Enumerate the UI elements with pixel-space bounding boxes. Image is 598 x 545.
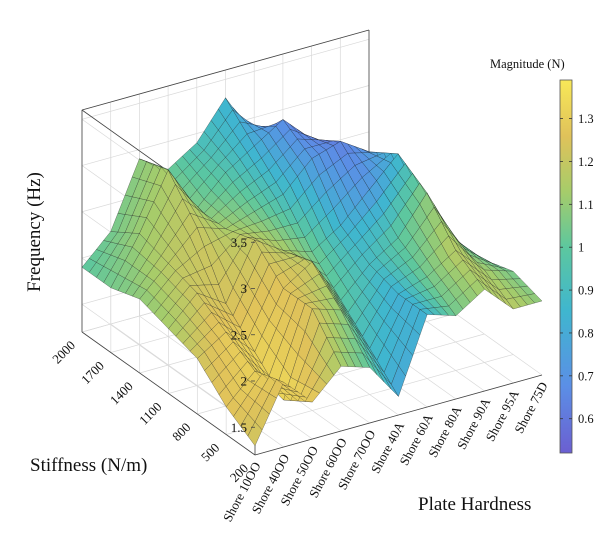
y-tick-label: 1100	[136, 399, 165, 428]
colorbar-tick-label: 1.2	[578, 155, 594, 169]
axis-frame-line	[254, 374, 543, 456]
colorbar-ticks: 0.6 0.7 0.8 0.9 1 1.1 1.2 1.3	[560, 112, 594, 426]
z-tick-label: 3.5	[231, 235, 247, 250]
y-tick-label: 500	[198, 440, 222, 464]
x-tick-label: Shore 75D	[511, 379, 551, 435]
colorbar-tick-label: 1.3	[578, 112, 594, 126]
surface-mesh	[81, 97, 543, 447]
y-tick-label: 800	[169, 420, 193, 444]
y-tick-label: 1700	[78, 358, 107, 387]
z-tick-label: 2.5	[231, 327, 247, 342]
z-axis-label: Frequency (Hz)	[24, 172, 45, 292]
z-tick-label: 2	[241, 374, 248, 389]
x-tick-label: Shore 80A	[425, 403, 465, 460]
colorbar-tick-label: 0.7	[578, 369, 594, 383]
colorbar-tick-label: 0.6	[578, 412, 594, 426]
axis-frame-line	[81, 29, 370, 111]
y-axis-label: Stiffness (N/m)	[30, 455, 147, 476]
colorbar-tick-label: 0.8	[578, 326, 594, 340]
colorbar-tick-label: 0.9	[578, 284, 594, 298]
y-tick-label: 1400	[107, 379, 136, 408]
colorbar-tick-label: 1.1	[578, 198, 594, 212]
x-tick-label: Shore 60A	[396, 411, 436, 468]
z-tick-label: 3	[241, 281, 248, 296]
axis-frame-line	[81, 331, 256, 456]
colorbar-title: Magnitude (N)	[490, 57, 565, 71]
colorbar-gradient	[559, 79, 573, 454]
x-tick-label: Shore 40A	[368, 419, 408, 476]
colorbar: Magnitude (N) 0.6 0.7 0.8 0.9 1 1.1 1.2 1.3	[490, 57, 594, 454]
x-tick-label: Shore 90A	[454, 395, 494, 452]
y-tick-label: 2000	[49, 338, 78, 367]
z-tick-label: 1.5	[231, 420, 247, 435]
colorbar-tick-label: 1	[578, 241, 584, 255]
floor-gridline-y	[226, 354, 514, 435]
x-axis-label: Plate Hardness	[418, 494, 531, 515]
x-tick-label: Shore 95A	[482, 387, 522, 444]
surface-facet	[527, 293, 543, 304]
